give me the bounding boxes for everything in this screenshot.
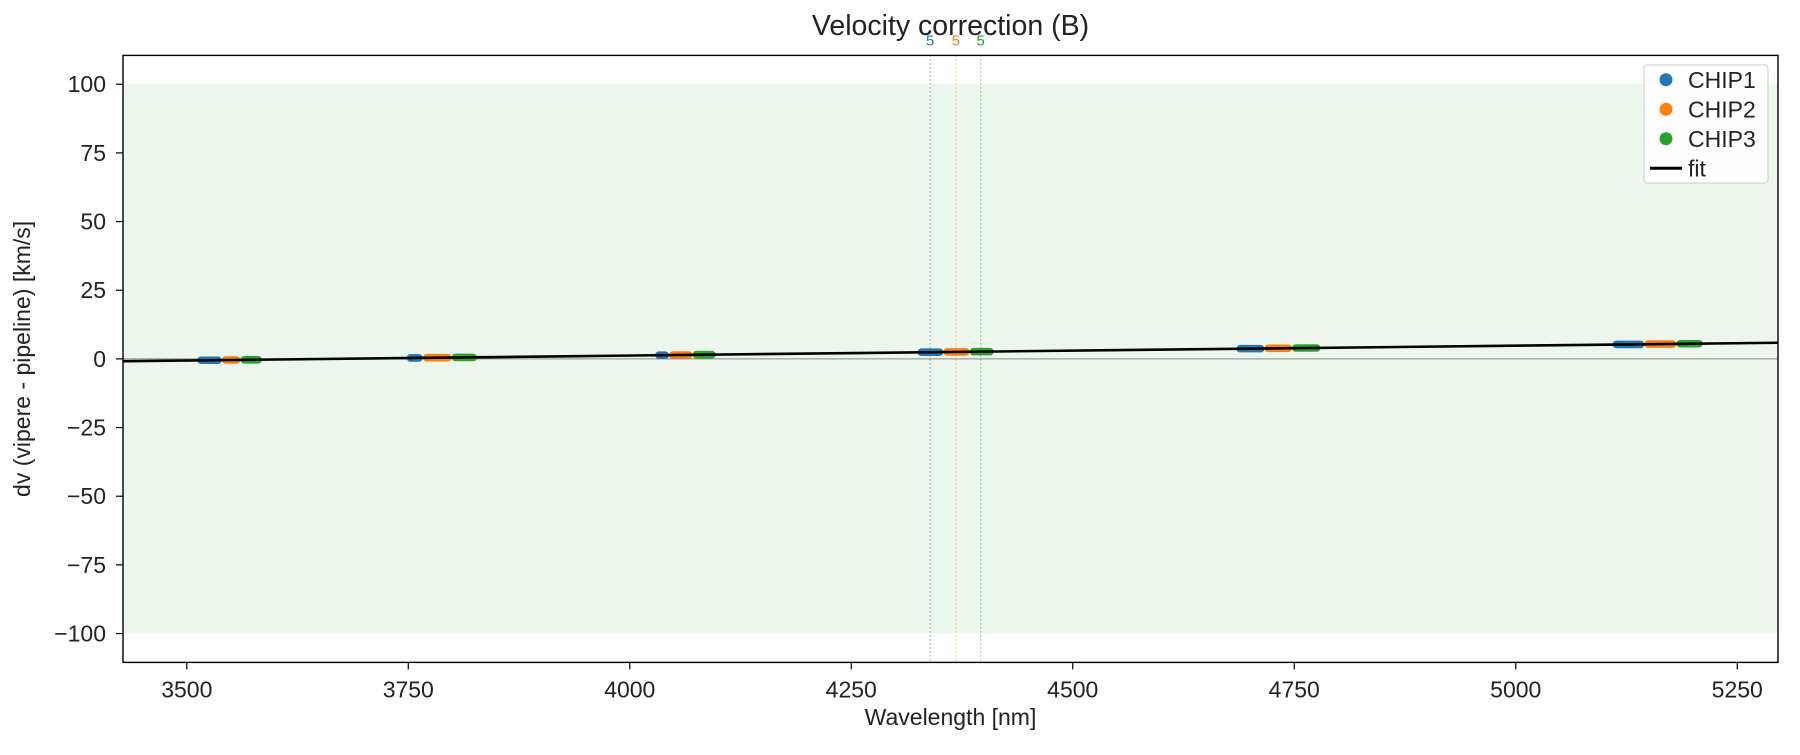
- svg-text:25: 25: [80, 277, 106, 303]
- svg-text:0: 0: [93, 346, 106, 372]
- svg-text:CHIP3: CHIP3: [1688, 126, 1756, 152]
- svg-text:3750: 3750: [383, 676, 434, 702]
- svg-text:−50: −50: [67, 483, 106, 509]
- svg-text:CHIP2: CHIP2: [1688, 96, 1756, 122]
- svg-text:4750: 4750: [1269, 676, 1320, 702]
- svg-text:75: 75: [80, 140, 106, 166]
- svg-text:50: 50: [80, 209, 106, 235]
- svg-text:4250: 4250: [826, 676, 877, 702]
- svg-text:−75: −75: [67, 552, 106, 578]
- svg-text:4000: 4000: [604, 676, 655, 702]
- svg-text:Velocity correction (B): Velocity correction (B): [812, 10, 1089, 42]
- svg-text:5000: 5000: [1490, 676, 1541, 702]
- svg-text:5250: 5250: [1712, 676, 1763, 702]
- svg-text:3500: 3500: [161, 676, 212, 702]
- svg-text:−100: −100: [54, 621, 106, 647]
- svg-text:dv (vipere - pipeline) [km/s]: dv (vipere - pipeline) [km/s]: [9, 221, 35, 497]
- svg-text:fit: fit: [1688, 155, 1707, 181]
- svg-text:CHIP1: CHIP1: [1688, 67, 1756, 93]
- svg-text:−25: −25: [67, 415, 106, 441]
- svg-text:4500: 4500: [1047, 676, 1098, 702]
- svg-text:Wavelength [nm]: Wavelength [nm]: [865, 704, 1037, 730]
- svg-text:100: 100: [68, 71, 106, 97]
